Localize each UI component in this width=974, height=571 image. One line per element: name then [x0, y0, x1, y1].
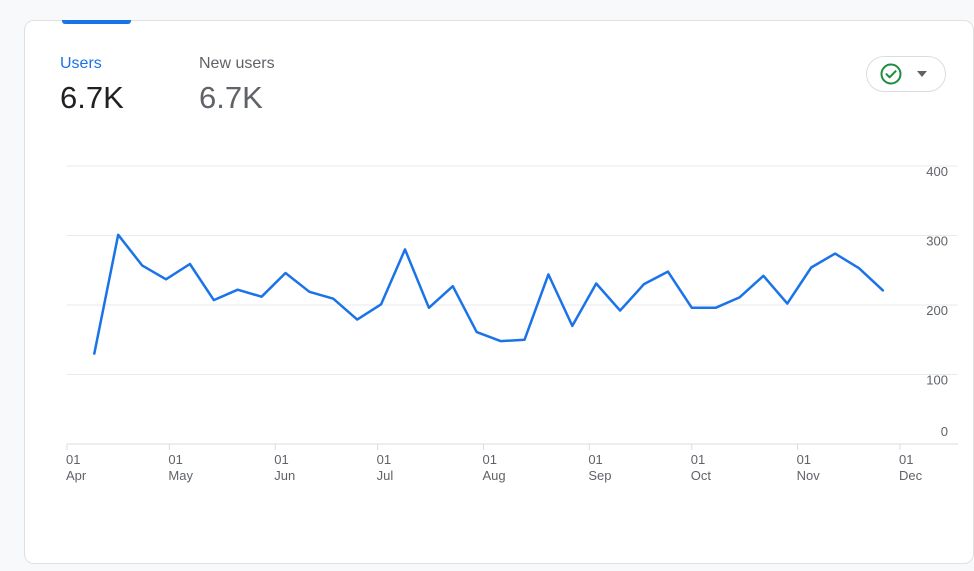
x-tick-day-oct: 01: [691, 452, 705, 467]
x-tick-day-aug: 01: [483, 452, 497, 467]
data-point[interactable]: [113, 230, 123, 240]
data-point[interactable]: [281, 268, 291, 278]
data-point[interactable]: [185, 259, 195, 269]
data-point[interactable]: [448, 281, 458, 291]
compare-dropdown-button[interactable]: [866, 56, 946, 92]
data-point[interactable]: [687, 303, 697, 313]
data-point[interactable]: [567, 321, 577, 331]
data-point[interactable]: [782, 299, 792, 309]
metric-users-label: Users: [60, 55, 102, 72]
y-tick-label-400: 400: [926, 164, 948, 179]
metric-users[interactable]: Users 6.7K: [60, 55, 124, 115]
x-tick-month-sep: Sep: [588, 468, 611, 483]
data-point[interactable]: [735, 292, 745, 302]
data-point[interactable]: [878, 285, 888, 295]
data-point[interactable]: [854, 263, 864, 273]
x-tick-month-nov: Nov: [797, 468, 821, 483]
series-line-users: [93, 233, 885, 355]
x-tick-day-jun: 01: [274, 452, 288, 467]
data-point[interactable]: [304, 287, 314, 297]
data-point[interactable]: [663, 267, 673, 277]
data-point[interactable]: [615, 306, 625, 316]
data-point[interactable]: [400, 244, 410, 254]
data-point[interactable]: [376, 299, 386, 309]
caret-down-icon: [917, 71, 927, 77]
data-point[interactable]: [639, 279, 649, 289]
x-tick-month-aug: Aug: [483, 468, 506, 483]
y-tick-label-0: 0: [941, 424, 948, 439]
x-tick-month-may: May: [168, 468, 193, 483]
y-tick-label-100: 100: [926, 373, 948, 388]
x-tick-day-may: 01: [168, 452, 182, 467]
x-tick-month-dec: Dec: [899, 468, 923, 483]
data-point[interactable]: [591, 279, 601, 289]
users-overview-card: [24, 20, 974, 564]
x-tick-month-apr: Apr: [66, 468, 87, 483]
check-circle-icon: [880, 63, 902, 85]
data-point[interactable]: [352, 315, 362, 325]
active-tab-indicator: [62, 20, 131, 24]
data-point[interactable]: [233, 285, 243, 295]
data-point[interactable]: [89, 349, 99, 359]
data-point[interactable]: [496, 336, 506, 346]
data-point[interactable]: [328, 294, 338, 304]
data-point[interactable]: [520, 335, 530, 345]
data-point[interactable]: [161, 274, 171, 284]
metric-new-users-value: 6.7K: [199, 80, 263, 115]
metric-new-users[interactable]: New users 6.7K: [199, 55, 275, 115]
x-tick-month-jul: Jul: [377, 468, 394, 483]
data-point[interactable]: [711, 303, 721, 313]
data-point[interactable]: [424, 303, 434, 313]
x-tick-day-apr: 01: [66, 452, 80, 467]
data-point[interactable]: [830, 249, 840, 259]
x-tick-day-nov: 01: [797, 452, 811, 467]
data-point[interactable]: [209, 295, 219, 305]
y-tick-label-300: 300: [926, 234, 948, 249]
y-tick-label-200: 200: [926, 303, 948, 318]
data-point[interactable]: [758, 271, 768, 281]
x-tick-month-jun: Jun: [274, 468, 295, 483]
x-tick-month-oct: Oct: [691, 468, 712, 483]
data-point[interactable]: [472, 327, 482, 337]
metric-new-users-label: New users: [199, 55, 275, 72]
x-tick-day-sep: 01: [588, 452, 602, 467]
data-point[interactable]: [257, 292, 267, 302]
data-point[interactable]: [806, 263, 816, 273]
x-tick-day-jul: 01: [377, 452, 391, 467]
data-point[interactable]: [543, 269, 553, 279]
data-point[interactable]: [137, 260, 147, 270]
x-tick-day-dec: 01: [899, 452, 913, 467]
metric-users-value: 6.7K: [60, 80, 124, 115]
